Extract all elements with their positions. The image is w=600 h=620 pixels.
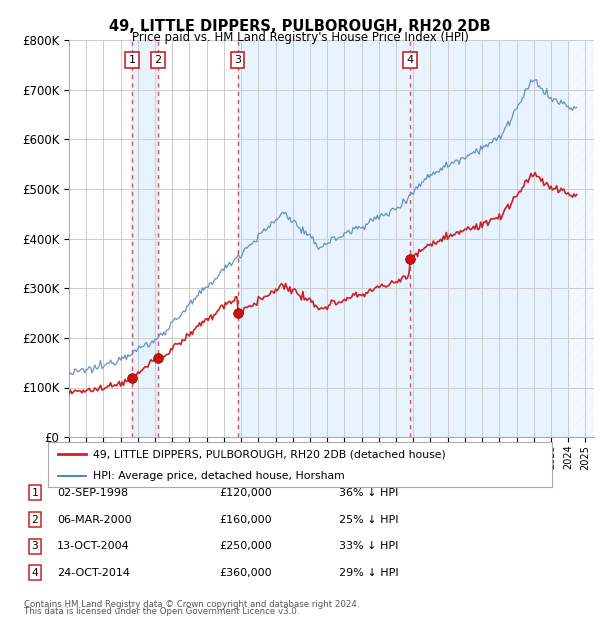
Bar <box>132 40 158 437</box>
Text: 02-SEP-1998: 02-SEP-1998 <box>57 488 128 498</box>
Text: Price paid vs. HM Land Registry's House Price Index (HPI): Price paid vs. HM Land Registry's House … <box>131 31 469 44</box>
Text: £250,000: £250,000 <box>219 541 272 551</box>
Bar <box>238 40 568 437</box>
Text: 1: 1 <box>31 488 38 498</box>
Text: £160,000: £160,000 <box>219 515 272 525</box>
Text: 1: 1 <box>128 55 136 65</box>
Text: 25% ↓ HPI: 25% ↓ HPI <box>339 515 398 525</box>
Text: 2: 2 <box>31 515 38 525</box>
Text: 29% ↓ HPI: 29% ↓ HPI <box>339 568 398 578</box>
Text: 3: 3 <box>31 541 38 551</box>
Text: HPI: Average price, detached house, Horsham: HPI: Average price, detached house, Hors… <box>94 471 345 480</box>
Text: Contains HM Land Registry data © Crown copyright and database right 2024.: Contains HM Land Registry data © Crown c… <box>24 600 359 609</box>
Text: £120,000: £120,000 <box>219 488 272 498</box>
Text: This data is licensed under the Open Government Licence v3.0.: This data is licensed under the Open Gov… <box>24 607 299 616</box>
Text: 2: 2 <box>154 55 161 65</box>
Text: 4: 4 <box>406 55 413 65</box>
Text: 49, LITTLE DIPPERS, PULBOROUGH, RH20 2DB: 49, LITTLE DIPPERS, PULBOROUGH, RH20 2DB <box>109 19 491 33</box>
Text: 49, LITTLE DIPPERS, PULBOROUGH, RH20 2DB (detached house): 49, LITTLE DIPPERS, PULBOROUGH, RH20 2DB… <box>94 449 446 459</box>
Bar <box>568 40 600 437</box>
Text: 24-OCT-2014: 24-OCT-2014 <box>57 568 130 578</box>
Text: 33% ↓ HPI: 33% ↓ HPI <box>339 541 398 551</box>
Text: 3: 3 <box>234 55 241 65</box>
Text: 13-OCT-2004: 13-OCT-2004 <box>57 541 130 551</box>
Text: 06-MAR-2000: 06-MAR-2000 <box>57 515 131 525</box>
Text: £360,000: £360,000 <box>219 568 272 578</box>
Text: 36% ↓ HPI: 36% ↓ HPI <box>339 488 398 498</box>
Text: 4: 4 <box>31 568 38 578</box>
